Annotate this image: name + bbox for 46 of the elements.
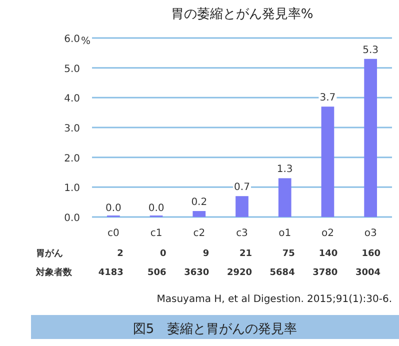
bar [236, 196, 248, 217]
text: 160 [362, 249, 381, 259]
text: 140 [318, 249, 338, 259]
data-label: 1.3 [276, 164, 293, 176]
x-tick-label: o3 [364, 228, 377, 239]
text: 75 [282, 249, 295, 259]
y-tick-label: 0.0 [64, 213, 80, 224]
text: 0 [160, 249, 166, 259]
text: Masuyama H, et al Digestion. 2015;91(1):30-6. [156, 294, 392, 305]
chart-title: 胃の萎縮とがん発見率% [170, 6, 314, 22]
bar [321, 106, 334, 217]
text: 胃がん [36, 248, 63, 259]
data-label: 0.2 [191, 197, 208, 208]
data-label: 0.0 [105, 203, 122, 214]
y-tick-label: 6.0 [64, 34, 80, 45]
data-label: 0.0 [148, 203, 164, 214]
x-tick-label: c2 [193, 228, 206, 239]
y-axis-title: % [81, 36, 91, 47]
data-label: 3.7 [320, 92, 336, 104]
data-label: 5.3 [362, 44, 379, 56]
text: 2 [117, 249, 124, 259]
text: 対象者数 [35, 267, 73, 278]
caption: 図5 萎縮と胃がんの発見率 [132, 321, 298, 337]
text: 506 [147, 268, 166, 278]
text: 3004 [356, 268, 381, 278]
y-tick-label: 1.0 [64, 183, 80, 194]
bar [192, 211, 206, 217]
text: 9 [202, 249, 210, 259]
text: 21 [239, 249, 252, 259]
data-label: 0.7 [234, 182, 250, 194]
x-tick-label: c3 [236, 228, 248, 239]
text: 3780 [312, 268, 338, 278]
bar [278, 178, 292, 217]
x-tick-label: o2 [321, 228, 334, 239]
text: 3630 [184, 268, 210, 278]
y-tick-label: 3.0 [64, 124, 80, 134]
bar [364, 58, 377, 217]
text: 4183 [98, 268, 124, 278]
x-tick-label: c1 [150, 228, 162, 239]
text: 5684 [270, 268, 295, 278]
y-tick-label: 4.0 [64, 94, 80, 105]
x-tick-label: c0 [107, 228, 120, 239]
y-tick-label: 2.0 [64, 153, 80, 164]
x-tick-label: o1 [278, 228, 292, 239]
y-tick-label: 5.0 [64, 64, 80, 75]
text: 2920 [226, 268, 252, 278]
